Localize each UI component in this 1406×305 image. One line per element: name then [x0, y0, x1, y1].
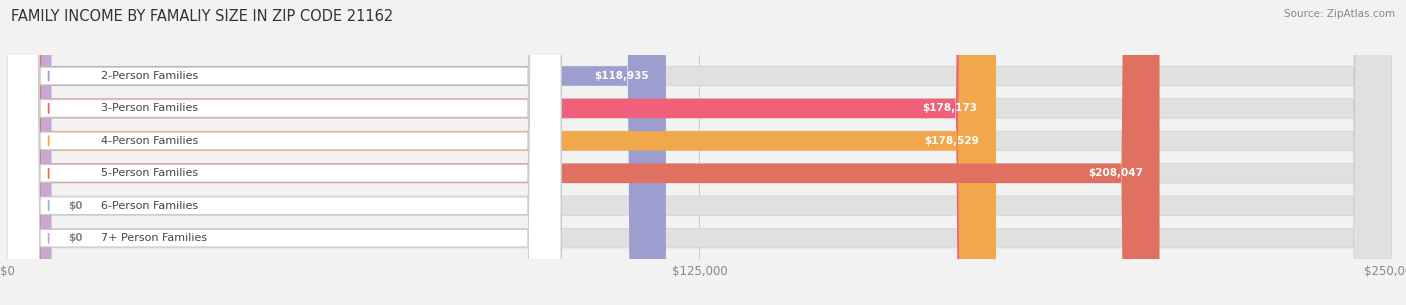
FancyBboxPatch shape — [7, 0, 1392, 305]
FancyBboxPatch shape — [7, 0, 1392, 305]
FancyBboxPatch shape — [7, 0, 561, 305]
Text: $118,935: $118,935 — [595, 71, 650, 81]
FancyBboxPatch shape — [7, 0, 1392, 305]
Text: 3-Person Families: 3-Person Families — [101, 103, 198, 113]
FancyBboxPatch shape — [7, 0, 561, 305]
FancyBboxPatch shape — [7, 0, 1392, 305]
FancyBboxPatch shape — [7, 0, 994, 305]
Text: $178,173: $178,173 — [922, 103, 977, 113]
FancyBboxPatch shape — [7, 0, 561, 305]
Text: 5-Person Families: 5-Person Families — [101, 168, 198, 178]
Text: $0: $0 — [67, 233, 83, 243]
Text: $178,529: $178,529 — [925, 136, 980, 146]
FancyBboxPatch shape — [7, 0, 666, 305]
Text: 4-Person Families: 4-Person Families — [101, 136, 198, 146]
Text: 2-Person Families: 2-Person Families — [101, 71, 198, 81]
Text: $208,047: $208,047 — [1088, 168, 1143, 178]
Text: $0: $0 — [67, 201, 83, 211]
FancyBboxPatch shape — [7, 0, 995, 305]
Text: Source: ZipAtlas.com: Source: ZipAtlas.com — [1284, 9, 1395, 19]
FancyBboxPatch shape — [7, 0, 1392, 305]
Text: 7+ Person Families: 7+ Person Families — [101, 233, 207, 243]
FancyBboxPatch shape — [7, 0, 1392, 305]
Text: FAMILY INCOME BY FAMALIY SIZE IN ZIP CODE 21162: FAMILY INCOME BY FAMALIY SIZE IN ZIP COD… — [11, 9, 394, 24]
FancyBboxPatch shape — [7, 0, 52, 305]
FancyBboxPatch shape — [7, 0, 1160, 305]
FancyBboxPatch shape — [7, 0, 52, 305]
FancyBboxPatch shape — [7, 0, 561, 305]
FancyBboxPatch shape — [7, 0, 561, 305]
Text: 6-Person Families: 6-Person Families — [101, 201, 198, 211]
FancyBboxPatch shape — [7, 0, 561, 305]
